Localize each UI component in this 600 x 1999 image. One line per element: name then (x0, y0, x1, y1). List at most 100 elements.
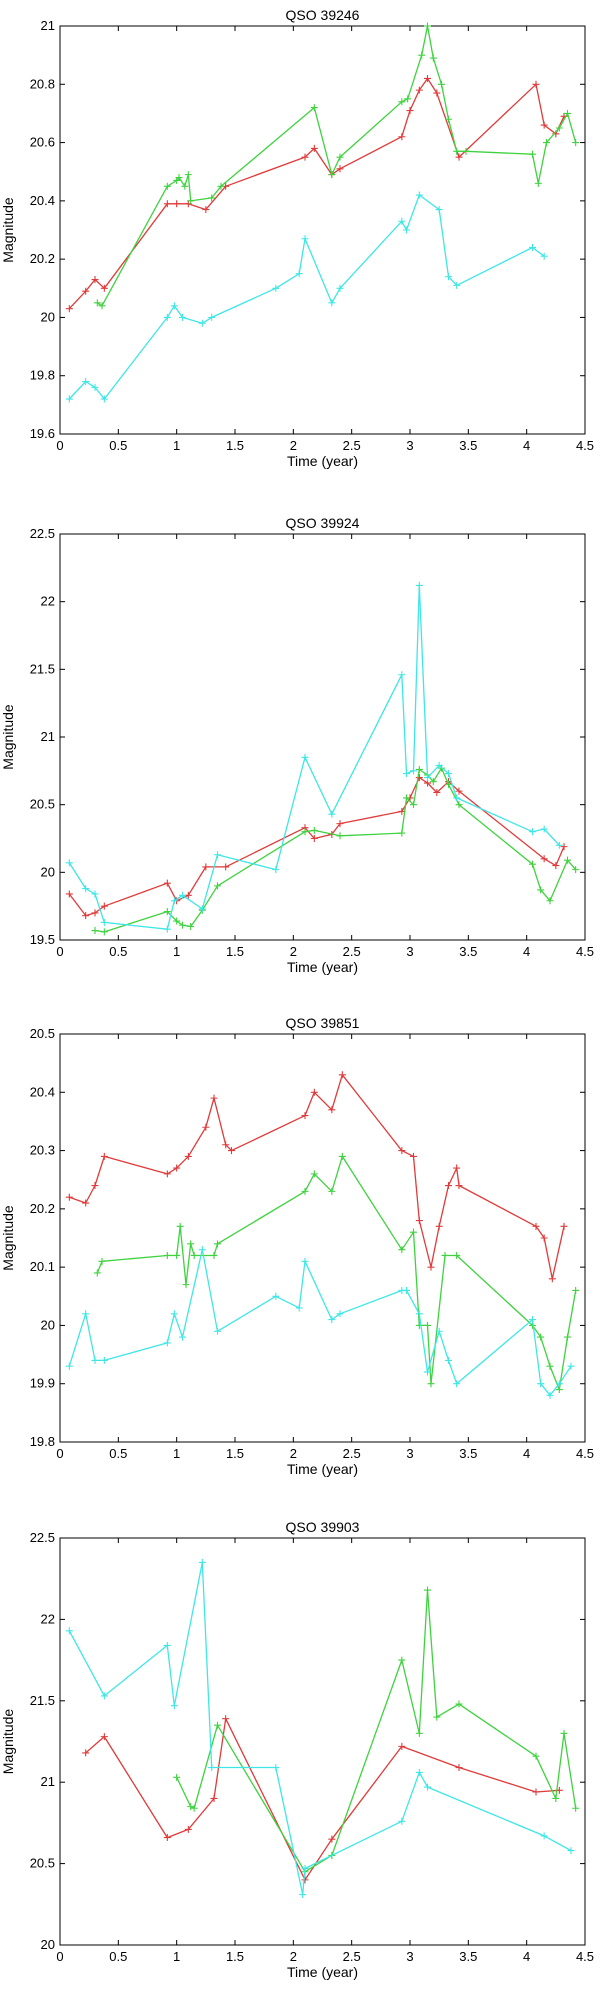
data-point-cyan (208, 313, 216, 321)
data-point-green (532, 1752, 540, 1760)
x-tick-label: 0 (56, 1446, 63, 1461)
data-point-green (310, 826, 318, 834)
data-point-red (202, 863, 210, 871)
data-point-green (564, 1333, 571, 1341)
x-tick-label: 2 (290, 944, 297, 959)
x-tick-label: 3.5 (459, 438, 477, 453)
data-point-green (179, 921, 186, 929)
data-point-green (175, 174, 183, 182)
data-point-red (202, 206, 210, 214)
data-point-cyan (163, 925, 171, 933)
data-point-cyan (170, 1702, 178, 1710)
x-tick-label: 1.5 (226, 1949, 244, 1964)
data-point-red (410, 1152, 417, 1160)
data-point-cyan (272, 866, 280, 874)
data-point-cyan (415, 191, 423, 199)
data-point-red (328, 1106, 336, 1114)
data-point-cyan (82, 885, 90, 893)
data-point-cyan (445, 770, 452, 778)
y-tick-label: 20.1 (30, 1259, 55, 1274)
data-point-cyan (328, 1316, 336, 1324)
data-point-red (65, 305, 73, 313)
data-point-cyan (301, 753, 309, 761)
x-tick-label: 1 (173, 944, 180, 959)
x-tick-label: 0 (56, 1949, 63, 1964)
data-point-red (163, 879, 171, 887)
data-point-green (455, 1700, 463, 1708)
data-point-cyan (567, 1847, 575, 1855)
data-point-red (82, 912, 90, 920)
x-tick-label: 1 (173, 1446, 180, 1461)
data-point-red (222, 863, 230, 871)
data-point-red (552, 862, 560, 870)
x-tick-label: 3.5 (459, 944, 477, 959)
data-point-red (398, 133, 406, 141)
data-point-cyan (82, 1310, 90, 1318)
y-tick-label: 21.5 (30, 661, 55, 676)
data-point-green (173, 1773, 181, 1781)
data-point-cyan (424, 1783, 431, 1791)
data-point-red (336, 165, 344, 173)
x-axis-label: Time (year) (287, 1461, 358, 1477)
data-point-green (310, 104, 318, 112)
y-tick-label: 22 (41, 1611, 55, 1626)
data-point-red (415, 1217, 423, 1225)
data-point-cyan (65, 1362, 73, 1370)
data-point-cyan (100, 395, 108, 403)
data-point-red (455, 1764, 463, 1772)
data-point-cyan (91, 383, 99, 391)
y-tick-label: 19.5 (30, 932, 55, 947)
data-point-red (398, 1742, 406, 1750)
data-point-cyan (82, 378, 90, 386)
data-point-green (187, 197, 195, 205)
data-point-cyan (403, 770, 410, 778)
data-point-green (415, 1321, 423, 1329)
data-point-red (100, 902, 108, 910)
data-point-red (548, 1275, 556, 1283)
data-point-cyan (445, 273, 452, 281)
data-point-cyan (529, 243, 536, 251)
data-point-green (336, 832, 344, 840)
data-point-cyan (336, 1310, 344, 1318)
data-point-green (564, 109, 571, 117)
data-point-cyan (179, 1333, 186, 1341)
x-tick-label: 1.5 (226, 1446, 244, 1461)
data-point-red (540, 121, 548, 129)
y-axis-label: Magnitude (0, 704, 16, 770)
y-axis-label: Magnitude (0, 1709, 16, 1775)
data-point-red (532, 80, 540, 88)
data-point-green (93, 299, 101, 307)
data-point-cyan (214, 1327, 221, 1335)
data-point-red (184, 1825, 192, 1833)
data-point-green (190, 1804, 198, 1812)
y-tick-label: 20 (41, 1317, 55, 1332)
data-point-green (217, 182, 225, 190)
data-point-cyan (272, 1764, 280, 1772)
series-line-red (68, 77, 565, 310)
data-point-red (82, 287, 90, 295)
x-tick-label: 0.5 (109, 1446, 127, 1461)
data-point-cyan (540, 252, 548, 260)
data-point-red (173, 1164, 181, 1172)
data-point-green (424, 1586, 431, 1594)
data-point-cyan (403, 226, 410, 234)
y-tick-label: 20.6 (30, 135, 55, 150)
data-point-green (462, 147, 470, 155)
data-point-green (214, 882, 221, 890)
data-point-red (455, 787, 463, 795)
data-point-cyan (415, 1768, 423, 1776)
series-line-green (176, 1589, 577, 1873)
data-point-cyan (295, 1304, 303, 1312)
data-point-green (398, 1246, 406, 1254)
data-point-cyan (398, 671, 406, 679)
data-point-green (546, 1362, 554, 1370)
data-point-red (82, 1749, 90, 1757)
x-tick-label: 4 (523, 1949, 530, 1964)
x-tick-label: 1.5 (226, 438, 244, 453)
data-point-cyan (453, 281, 461, 289)
data-point-cyan (301, 1257, 309, 1265)
x-tick-label: 3.5 (459, 1949, 477, 1964)
y-tick-label: 20.5 (30, 1026, 55, 1041)
data-point-green (572, 1804, 580, 1812)
